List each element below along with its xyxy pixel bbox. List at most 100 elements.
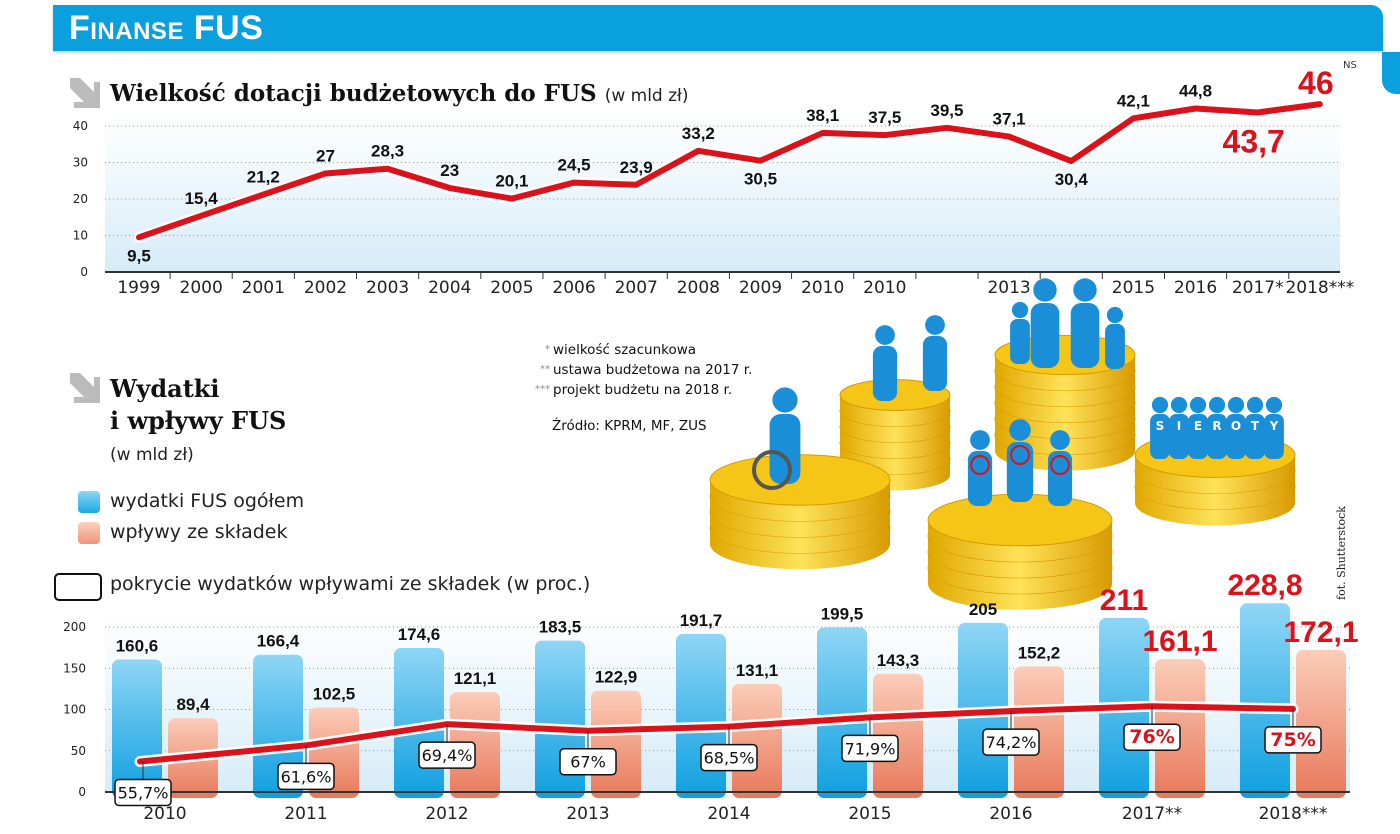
bar-revenue: [591, 690, 641, 798]
x-tick-label: 2002: [304, 278, 347, 298]
bar-label-expenses: 160,6: [116, 637, 159, 656]
person-icon: [1030, 303, 1060, 368]
y-tick-label: 40: [73, 119, 88, 133]
coverage-label: 61,6%: [281, 767, 332, 786]
person-icon: [1208, 396, 1226, 414]
top-chart-title: Wielkość dotacji budżetowych do FUS (w m…: [110, 80, 689, 107]
value-label: 23,9: [620, 158, 653, 177]
value-label: 37,5: [868, 108, 901, 127]
coin: [994, 334, 1136, 376]
person-icon: [1073, 278, 1097, 302]
x-tick-label: 2001: [242, 278, 285, 298]
person-icon: [1010, 319, 1030, 364]
bar-label-revenue: 89,4: [176, 695, 210, 714]
person-icon: [1188, 414, 1208, 459]
person-icon: [769, 414, 801, 484]
title-banner: Finanse FUS: [53, 5, 1383, 51]
value-label: 27: [316, 146, 335, 165]
person-icon: [1047, 451, 1073, 506]
value-label: 37,1: [993, 110, 1026, 129]
bar-label-expenses: 183,5: [539, 618, 582, 637]
x-tick-label: 2017*: [1232, 278, 1284, 298]
sign-letter: R: [1212, 419, 1221, 433]
person-icon: [1011, 301, 1029, 319]
bar-label-expenses: 191,7: [680, 611, 723, 630]
bar-expenses: [676, 633, 726, 798]
value-label: 9,5: [127, 246, 151, 265]
sign-letter: S: [1156, 419, 1165, 433]
sign-letter: Y: [1269, 419, 1279, 433]
value-label: 30,5: [744, 170, 777, 189]
x-tick-label: 2015: [848, 804, 891, 824]
main-title: Finanse FUS: [69, 9, 264, 47]
value-label: 42,1: [1117, 91, 1150, 110]
y-tick-label: 100: [63, 703, 86, 717]
sign-letter: E: [1194, 419, 1202, 433]
value-label: 24,5: [558, 156, 591, 175]
bar-label-expenses: 211: [1100, 584, 1148, 617]
person-icon: [1189, 396, 1207, 414]
coverage-label: 67%: [570, 753, 606, 772]
arrow-icon: [70, 78, 100, 108]
x-tick-label: 2006: [552, 278, 595, 298]
person-icon: [970, 430, 990, 450]
value-label: 39,5: [930, 101, 963, 120]
person-icon: [1070, 303, 1100, 368]
x-tick-label: 2015: [1112, 278, 1155, 298]
bar-label-revenue: 102,5: [313, 684, 356, 703]
x-tick-label: 2018***: [1259, 804, 1328, 824]
x-tick-label: 2016: [1174, 278, 1217, 298]
legend-coverage: pokrycie wydatków wpływami ze składek (w…: [110, 573, 591, 595]
bar-expenses: [112, 659, 162, 798]
legend-expenses: wydatki FUS ogółem: [110, 490, 305, 512]
bar-label-revenue: 121,1: [454, 669, 497, 688]
y-tick-label: 150: [63, 661, 86, 675]
footnote: *** projekt budżetu na 2018 r.: [535, 382, 733, 398]
coverage-label-box: [114, 778, 172, 807]
x-tick-label: 2007: [615, 278, 658, 298]
no-sign-icon: [1010, 445, 1030, 465]
bar-label-expenses: 174,6: [398, 625, 441, 644]
person-icon: [875, 325, 895, 345]
person-icon: [1150, 414, 1170, 459]
person-icon: [872, 346, 898, 401]
person-icon: [1226, 414, 1246, 459]
value-label: 20,1: [495, 172, 528, 191]
footnotes: * wielkość szacunkowa ** ustawa budżetowa …: [520, 340, 752, 400]
bar-label-expenses: 205: [969, 600, 997, 619]
person-icon: [1245, 414, 1265, 459]
person-icon: [925, 315, 945, 335]
legend-revenue: wpływy ze składek: [110, 521, 288, 543]
x-tick-label: 2003: [366, 278, 409, 298]
coverage-label: 76%: [1129, 726, 1174, 748]
x-tick-label: 2017**: [1122, 804, 1182, 824]
x-tick-label: 2005: [490, 278, 533, 298]
coverage-label-box: [418, 741, 476, 769]
bar-label-expenses: 228,8: [1227, 569, 1302, 602]
y-tick-label: 200: [63, 620, 86, 634]
no-sign-icon: [970, 455, 990, 475]
x-tick-label: 2004: [428, 278, 471, 298]
x-tick-label: 2016: [989, 804, 1032, 824]
x-tick-label: 2011: [284, 804, 327, 824]
person-icon: [772, 387, 798, 413]
bar-label-revenue: 161,1: [1142, 625, 1217, 658]
legend-swatch-revenue: [78, 522, 100, 544]
coverage-label-box: [982, 728, 1040, 756]
footnote: ** ustawa budżetowa na 2017 r.: [540, 362, 753, 378]
x-tick-label: 2000: [180, 278, 223, 298]
x-tick-label: 2018***: [1285, 278, 1354, 298]
y-tick-label: 0: [78, 785, 86, 799]
coverage-label-box: [700, 743, 758, 772]
x-tick-label: 2012: [425, 804, 468, 824]
y-tick-label: 20: [73, 192, 88, 206]
legend-swatch-coverage: [54, 573, 102, 601]
x-tick-label: 2009: [739, 278, 782, 298]
photo-credit: fot. Shutterstock: [1335, 506, 1348, 600]
coverage-label: 71,9%: [845, 739, 896, 758]
coverage-label-box: [1264, 726, 1322, 754]
x-tick-label: 2014: [707, 804, 750, 824]
